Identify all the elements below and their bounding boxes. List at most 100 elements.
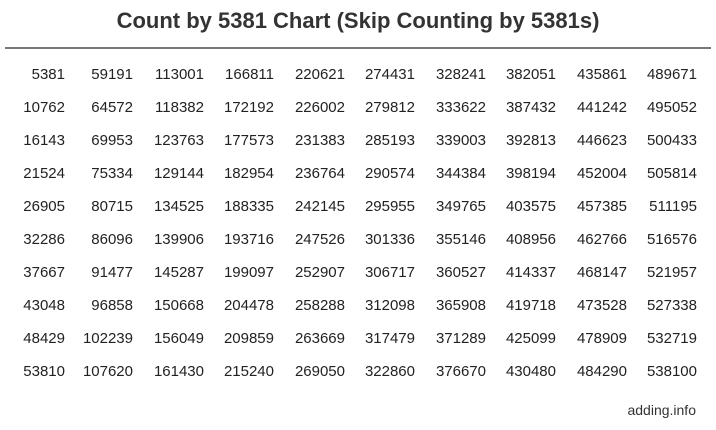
title-divider [5,47,711,49]
table-cell: 344384 [435,165,486,182]
table-cell: 473528 [576,297,627,314]
table-cell: 295955 [364,198,415,215]
table-cell: 285193 [364,132,415,149]
table-cell: 10762 [23,99,65,116]
table-cell: 172192 [223,99,274,116]
table-cell: 188335 [223,198,274,215]
table-cell: 419718 [505,297,556,314]
table-cell: 204478 [223,297,274,314]
table-cell: 193716 [223,231,274,248]
table-cell: 91477 [91,264,133,281]
table-cell: 505814 [646,165,697,182]
table-cell: 425099 [505,330,556,347]
table-row: 43048 96858 150668 204478 258288 312098 365908… [0,295,716,328]
table-cell: 511195 [649,198,697,215]
table-cell: 279812 [364,99,415,116]
table-cell: 360527 [435,264,486,281]
table-cell: 236764 [294,165,345,182]
table-cell: 312098 [364,297,415,314]
table-cell: 527338 [646,297,697,314]
table-cell: 75334 [91,165,133,182]
table-cell: 355146 [435,231,486,248]
table-cell: 53810 [23,363,65,380]
table-cell: 376670 [435,363,486,380]
table-cell: 478909 [576,330,627,347]
table-cell: 269050 [294,363,345,380]
table-cell: 484290 [576,363,627,380]
table-cell: 220621 [294,66,345,83]
table-cell: 96858 [91,297,133,314]
table-cell: 408956 [505,231,556,248]
table-cell: 349765 [435,198,486,215]
table-cell: 398194 [505,165,556,182]
table-cell: 231383 [294,132,345,149]
table-cell: 102239 [82,330,133,347]
table-cell: 247526 [294,231,345,248]
table-row: 37667 91477 145287 199097 252907 306717 360527… [0,262,716,295]
table-cell: 339003 [435,132,486,149]
table-cell: 365908 [435,297,486,314]
table-cell: 462766 [576,231,627,248]
table-cell: 328241 [435,66,486,83]
table-cell: 414337 [505,264,556,281]
table-row: 48429 102239 156049 209859 263669 317479 37128… [0,328,716,361]
table-cell: 226002 [294,99,345,116]
footer-credit: adding.info [627,402,696,418]
table-row: 53810 107620 161430 215240 269050 322860 37667… [0,361,716,394]
table-cell: 258288 [294,297,345,314]
table-cell: 441242 [576,99,627,116]
table-cell: 43048 [23,297,65,314]
table-cell: 242145 [294,198,345,215]
table-row: 5381 59191 113001 166811 220621 274431 328241 3… [0,64,716,97]
table-cell: 301336 [364,231,415,248]
table-cell: 382051 [505,66,556,83]
table-cell: 446623 [576,132,627,149]
table-cell: 403575 [505,198,556,215]
table-cell: 452004 [576,165,627,182]
table-cell: 322860 [364,363,415,380]
table-cell: 69953 [91,132,133,149]
table-cell: 457385 [576,198,627,215]
table-cell: 139906 [153,231,204,248]
table-cell: 145287 [153,264,204,281]
number-table: 5381 59191 113001 166811 220621 274431 328241 3… [0,64,716,394]
table-row: 32286 86096 139906 193716 247526 301336 355146… [0,229,716,262]
table-cell: 252907 [294,264,345,281]
table-cell: 306717 [364,264,415,281]
table-cell: 113001 [155,66,204,83]
table-cell: 274431 [364,66,415,83]
table-cell: 435861 [576,66,627,83]
table-cell: 150668 [153,297,204,314]
table-cell: 392813 [505,132,556,149]
table-cell: 177573 [223,132,274,149]
table-row: 21524 75334 129144 182954 236764 290574 344384… [0,163,716,196]
table-cell: 209859 [223,330,274,347]
table-cell: 59191 [91,66,133,83]
table-cell: 32286 [23,231,65,248]
table-cell: 64572 [91,99,133,116]
table-cell: 182954 [223,165,274,182]
table-row: 16143 69953 123763 177573 231383 285193 339003… [0,130,716,163]
table-cell: 489671 [646,66,697,83]
table-cell: 371289 [435,330,486,347]
table-cell: 26905 [23,198,65,215]
table-row: 26905 80715 134525 188335 242145 295955 349765… [0,196,716,229]
table-cell: 333622 [435,99,486,116]
table-cell: 538100 [646,363,697,380]
table-cell: 495052 [646,99,697,116]
table-cell: 521957 [646,264,697,281]
table-cell: 500433 [646,132,697,149]
table-cell: 263669 [294,330,345,347]
table-cell: 86096 [91,231,133,248]
table-cell: 5381 [31,66,65,83]
table-cell: 166811 [225,66,274,83]
table-cell: 161430 [153,363,204,380]
table-cell: 317479 [364,330,415,347]
table-cell: 118382 [155,99,204,116]
table-cell: 48429 [23,330,65,347]
table-cell: 107620 [82,363,133,380]
table-cell: 532719 [646,330,697,347]
table-cell: 21524 [23,165,65,182]
chart-title: Count by 5381 Chart (Skip Counting by 53… [116,8,600,33]
table-cell: 37667 [23,264,65,281]
